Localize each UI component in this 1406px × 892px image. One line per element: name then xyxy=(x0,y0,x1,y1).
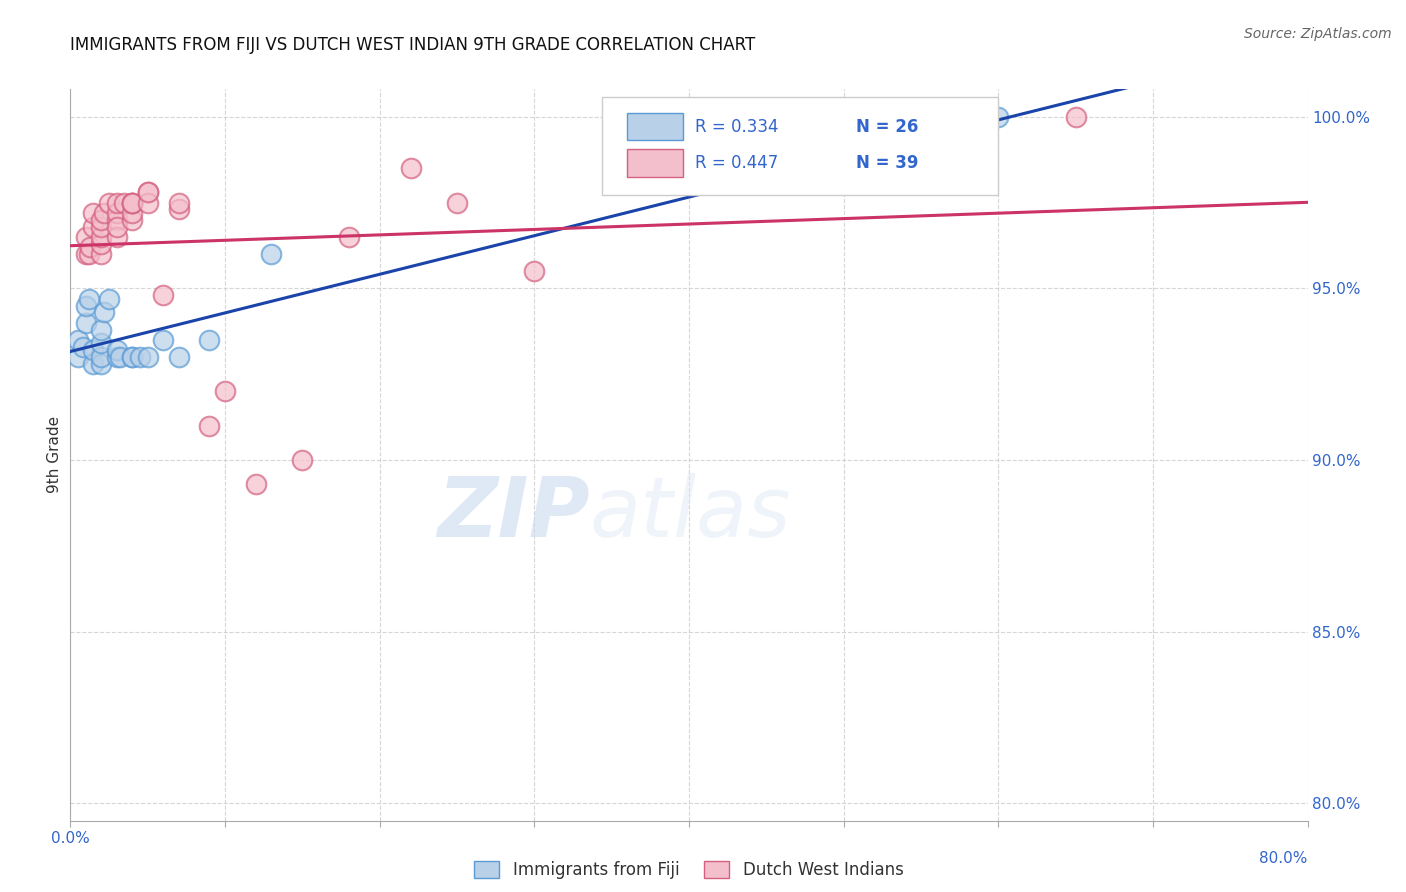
Point xyxy=(136,195,159,210)
Point xyxy=(90,219,112,234)
Text: R = 0.334: R = 0.334 xyxy=(695,118,779,136)
Point xyxy=(105,343,128,358)
Point xyxy=(399,161,422,176)
Text: Source: ZipAtlas.com: Source: ZipAtlas.com xyxy=(1244,27,1392,41)
Point xyxy=(75,299,97,313)
Point xyxy=(93,305,115,319)
Point xyxy=(167,195,190,210)
Point xyxy=(77,292,100,306)
Bar xyxy=(627,149,683,177)
Point xyxy=(90,357,112,371)
Point xyxy=(98,195,120,210)
Point xyxy=(987,110,1010,124)
Point xyxy=(114,195,135,210)
Y-axis label: 9th Grade: 9th Grade xyxy=(46,417,62,493)
FancyBboxPatch shape xyxy=(602,96,998,195)
Text: atlas: atlas xyxy=(591,473,792,554)
Point xyxy=(136,185,159,199)
Point xyxy=(82,357,105,371)
Point xyxy=(337,230,360,244)
Point xyxy=(523,264,546,278)
Point xyxy=(90,247,112,261)
Point xyxy=(1064,110,1087,124)
Point xyxy=(121,195,143,210)
Text: IMMIGRANTS FROM FIJI VS DUTCH WEST INDIAN 9TH GRADE CORRELATION CHART: IMMIGRANTS FROM FIJI VS DUTCH WEST INDIA… xyxy=(70,36,755,54)
Point xyxy=(121,195,143,210)
Text: N = 39: N = 39 xyxy=(856,154,918,172)
Point xyxy=(291,453,314,467)
Point xyxy=(105,350,128,364)
Point xyxy=(121,350,143,364)
Point xyxy=(105,212,128,227)
Text: ZIP: ZIP xyxy=(437,473,591,554)
Point xyxy=(136,185,159,199)
Point xyxy=(260,247,283,261)
Text: 80.0%: 80.0% xyxy=(1260,851,1308,866)
Point xyxy=(82,343,105,358)
Point xyxy=(75,247,97,261)
Point xyxy=(75,230,97,244)
Point xyxy=(90,350,112,364)
Point xyxy=(82,219,105,234)
Point xyxy=(105,219,128,234)
Point xyxy=(121,350,143,364)
Point xyxy=(245,477,267,491)
Point xyxy=(167,202,190,217)
Point xyxy=(167,350,190,364)
Text: N = 26: N = 26 xyxy=(856,118,918,136)
Point xyxy=(108,350,131,364)
Point xyxy=(121,212,143,227)
Point xyxy=(152,333,174,347)
Point xyxy=(93,206,115,220)
Point xyxy=(105,206,128,220)
Point xyxy=(129,350,152,364)
Point xyxy=(198,333,221,347)
Point xyxy=(67,333,90,347)
Point xyxy=(152,288,174,302)
Point xyxy=(446,195,468,210)
Point xyxy=(121,206,143,220)
Point xyxy=(90,322,112,336)
Point xyxy=(77,247,100,261)
Bar xyxy=(627,112,683,140)
Point xyxy=(79,240,101,254)
Point xyxy=(90,236,112,251)
Text: R = 0.447: R = 0.447 xyxy=(695,154,779,172)
Point xyxy=(72,340,94,354)
Point xyxy=(82,206,105,220)
Point xyxy=(198,418,221,433)
Point xyxy=(98,292,120,306)
Point xyxy=(90,212,112,227)
Point xyxy=(90,336,112,351)
Point xyxy=(105,195,128,210)
Legend: Immigrants from Fiji, Dutch West Indians: Immigrants from Fiji, Dutch West Indians xyxy=(468,854,910,886)
Point xyxy=(75,316,97,330)
Point xyxy=(67,350,90,364)
Point xyxy=(214,384,236,399)
Point xyxy=(90,230,112,244)
Point xyxy=(105,230,128,244)
Point xyxy=(136,350,159,364)
Point xyxy=(121,195,143,210)
